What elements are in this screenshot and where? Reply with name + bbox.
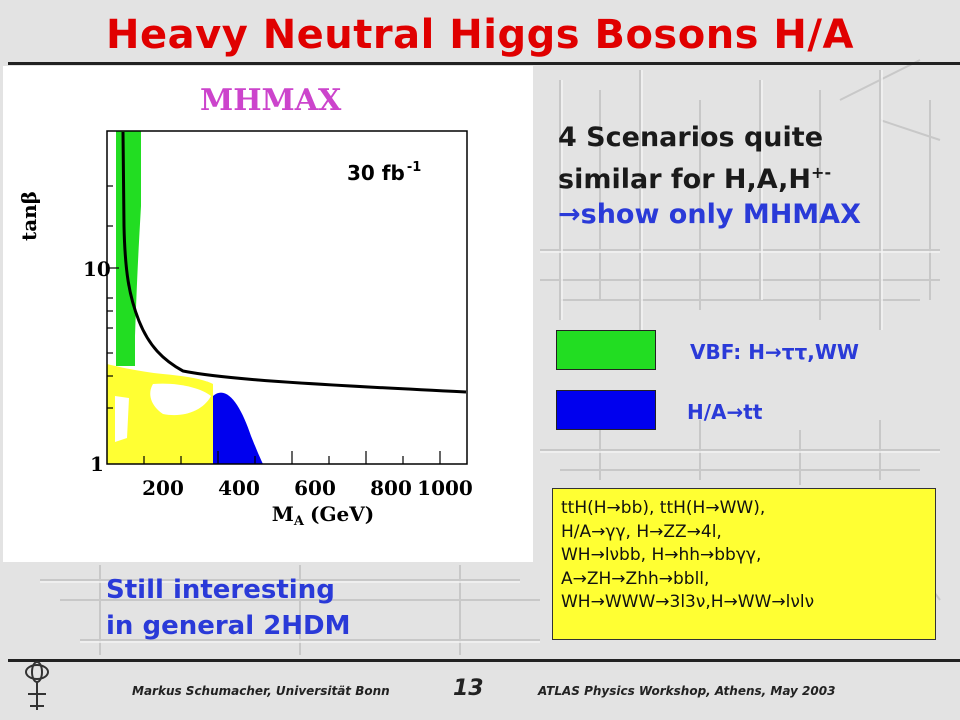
x-tick-label: 800 [370, 476, 412, 500]
x-tick-label: 400 [218, 476, 260, 500]
y-tick-label: 10 [83, 257, 111, 281]
x-axis-label-unit: (GeV) [310, 502, 374, 526]
scenarios-line-2-sup: +- [811, 163, 832, 182]
2hdm-note-line-2: in general 2HDM [106, 611, 351, 641]
channel-line: A→ZH→Zhh→bbll, [561, 568, 710, 589]
channel-line: WH→lνbb, H→hh→bbγγ, [561, 545, 762, 565]
x-axis-label-sub: A [293, 514, 305, 529]
footer-author: Markus Schumacher, Universität Bonn [132, 684, 390, 698]
tt-legend-swatch [556, 390, 656, 430]
x-tick-label: 600 [294, 476, 336, 500]
plot-canvas: MHMAX tanβ 10 1 200 400 600 800 1000 MA (… [17, 83, 473, 529]
plot-hole [115, 396, 129, 442]
other-channels-box: ttH(H→bb), ttH(H→WW), H/A→γγ, H→ZZ→4l, W… [552, 488, 936, 640]
scenarios-line-2: similar for H,A,H+- [558, 155, 861, 197]
vbf-legend-swatch [556, 330, 656, 370]
plot-title: MHMAX [200, 83, 342, 118]
top-divider [8, 62, 960, 65]
slide-title: Heavy Neutral Higgs Bosons H/A [106, 12, 854, 58]
channel-line: ttH(H→bb), ttH(H→WW), [561, 498, 766, 518]
x-axis-label-main: M [272, 502, 294, 526]
vbf-region [116, 131, 141, 366]
x-axis-label: MA (GeV) [272, 502, 374, 529]
tt-legend-label: H/A→tt [687, 400, 763, 424]
y-axis-label: tanβ [17, 191, 41, 241]
ttbar-region [213, 392, 263, 464]
plot-hole [150, 383, 211, 416]
discovery-contour [121, 131, 467, 394]
channel-line: H/A→γγ, H→ZZ→4l, [561, 521, 722, 542]
scenarios-line-1: 4 Scenarios quite [558, 122, 824, 153]
scenarios-note: 4 Scenarios quite similar for H,A,H+- →s… [558, 120, 861, 232]
x-tick-label: 200 [142, 476, 184, 500]
channel-line: WH→WWW→3l3ν,H→WW→lνlν [561, 592, 815, 612]
scenarios-line-3: →show only MHMAX [558, 199, 861, 230]
y-tick-label: 1 [90, 452, 104, 476]
luminosity-sup: -1 [407, 160, 421, 175]
vbf-legend-label: VBF: H→ττ,WW [690, 340, 859, 364]
2hdm-note-line-1: Still interesting [106, 575, 335, 605]
luminosity-value: 30 fb [347, 161, 405, 185]
bottom-divider [8, 659, 960, 662]
mhmax-exclusion-plot: MHMAX tanβ 10 1 200 400 600 800 1000 MA (… [3, 66, 533, 562]
x-tick-label: 1000 [417, 476, 473, 500]
atlas-logo-icon [25, 661, 49, 710]
scenarios-line-2-text: similar for H,A,H [558, 164, 812, 195]
page-number: 13 [453, 676, 484, 701]
footer-event: ATLAS Physics Workshop, Athens, May 2003 [538, 684, 836, 698]
2hdm-note: Still interesting in general 2HDM [106, 572, 351, 644]
luminosity-label: 30 fb -1 [347, 160, 421, 185]
